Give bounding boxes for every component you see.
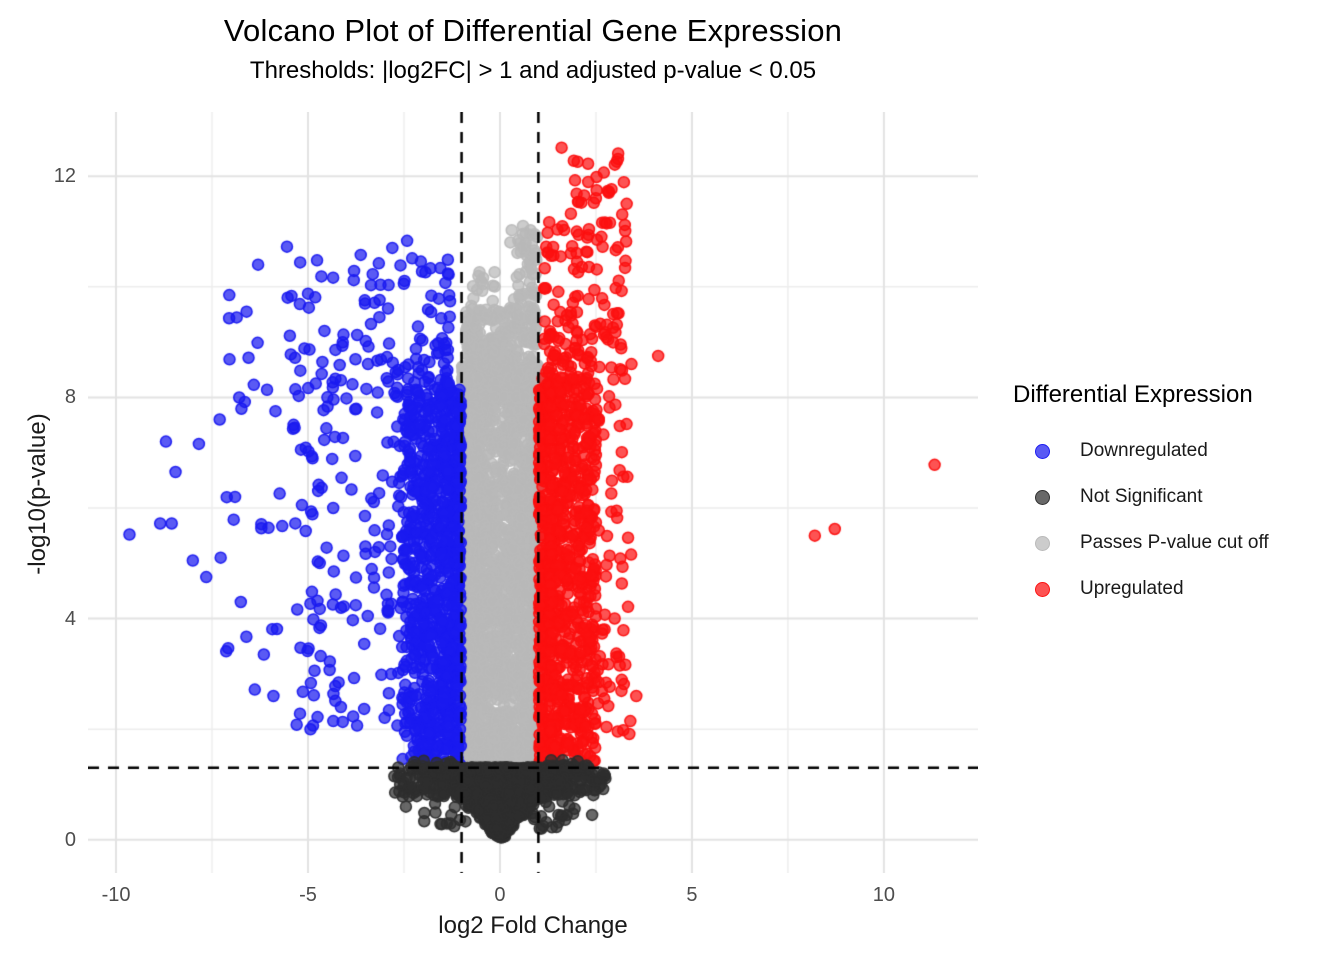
x-tick-label: -5 [299, 884, 317, 906]
legend-items: Downregulated Not Significant Passes P-val… [1013, 428, 1333, 612]
chart-subtitle: Thresholds: |log2FC| > 1 and adjusted p-… [249, 57, 817, 84]
y-tick-label: 12 [53, 165, 76, 188]
legend-key-dot-icon [1035, 535, 1050, 551]
plot-panel-canvas [88, 112, 978, 873]
legend-item: Not Significant [1013, 474, 1333, 520]
legend-item: Passes P-value cut off [1013, 520, 1333, 566]
y-tick-label: 0 [64, 828, 76, 851]
legend-item-label: Downregulated [1080, 440, 1208, 461]
y-axis-title: -log10(p-value) [24, 413, 51, 575]
x-tick-label: 0 [494, 884, 506, 906]
legend: Differential Expression Downregulated Not… [1013, 380, 1333, 612]
chart-title: Volcano Plot of Differential Gene Expres… [223, 13, 843, 48]
legend-key-dot-icon [1035, 581, 1050, 597]
legend-key-dot-icon [1035, 443, 1050, 459]
title-block: Volcano Plot of Differential Gene Expres… [88, 12, 978, 86]
legend-key-dot-icon [1035, 489, 1050, 505]
legend-item: Downregulated [1013, 428, 1333, 474]
x-tick-label: 5 [686, 884, 698, 906]
legend-item-label: Not Significant [1080, 486, 1203, 507]
x-tick-label: 10 [872, 884, 896, 906]
legend-title: Differential Expression [1013, 381, 1253, 408]
legend-item-label: Passes P-value cut off [1080, 532, 1269, 553]
x-axis-title: log2 Fold Change [438, 912, 628, 939]
y-tick-label: 8 [64, 386, 76, 409]
y-tick-label: 4 [64, 607, 76, 630]
legend-item: Upregulated [1013, 566, 1333, 612]
x-tick-label: -10 [101, 884, 131, 906]
legend-item-label: Upregulated [1080, 578, 1184, 599]
